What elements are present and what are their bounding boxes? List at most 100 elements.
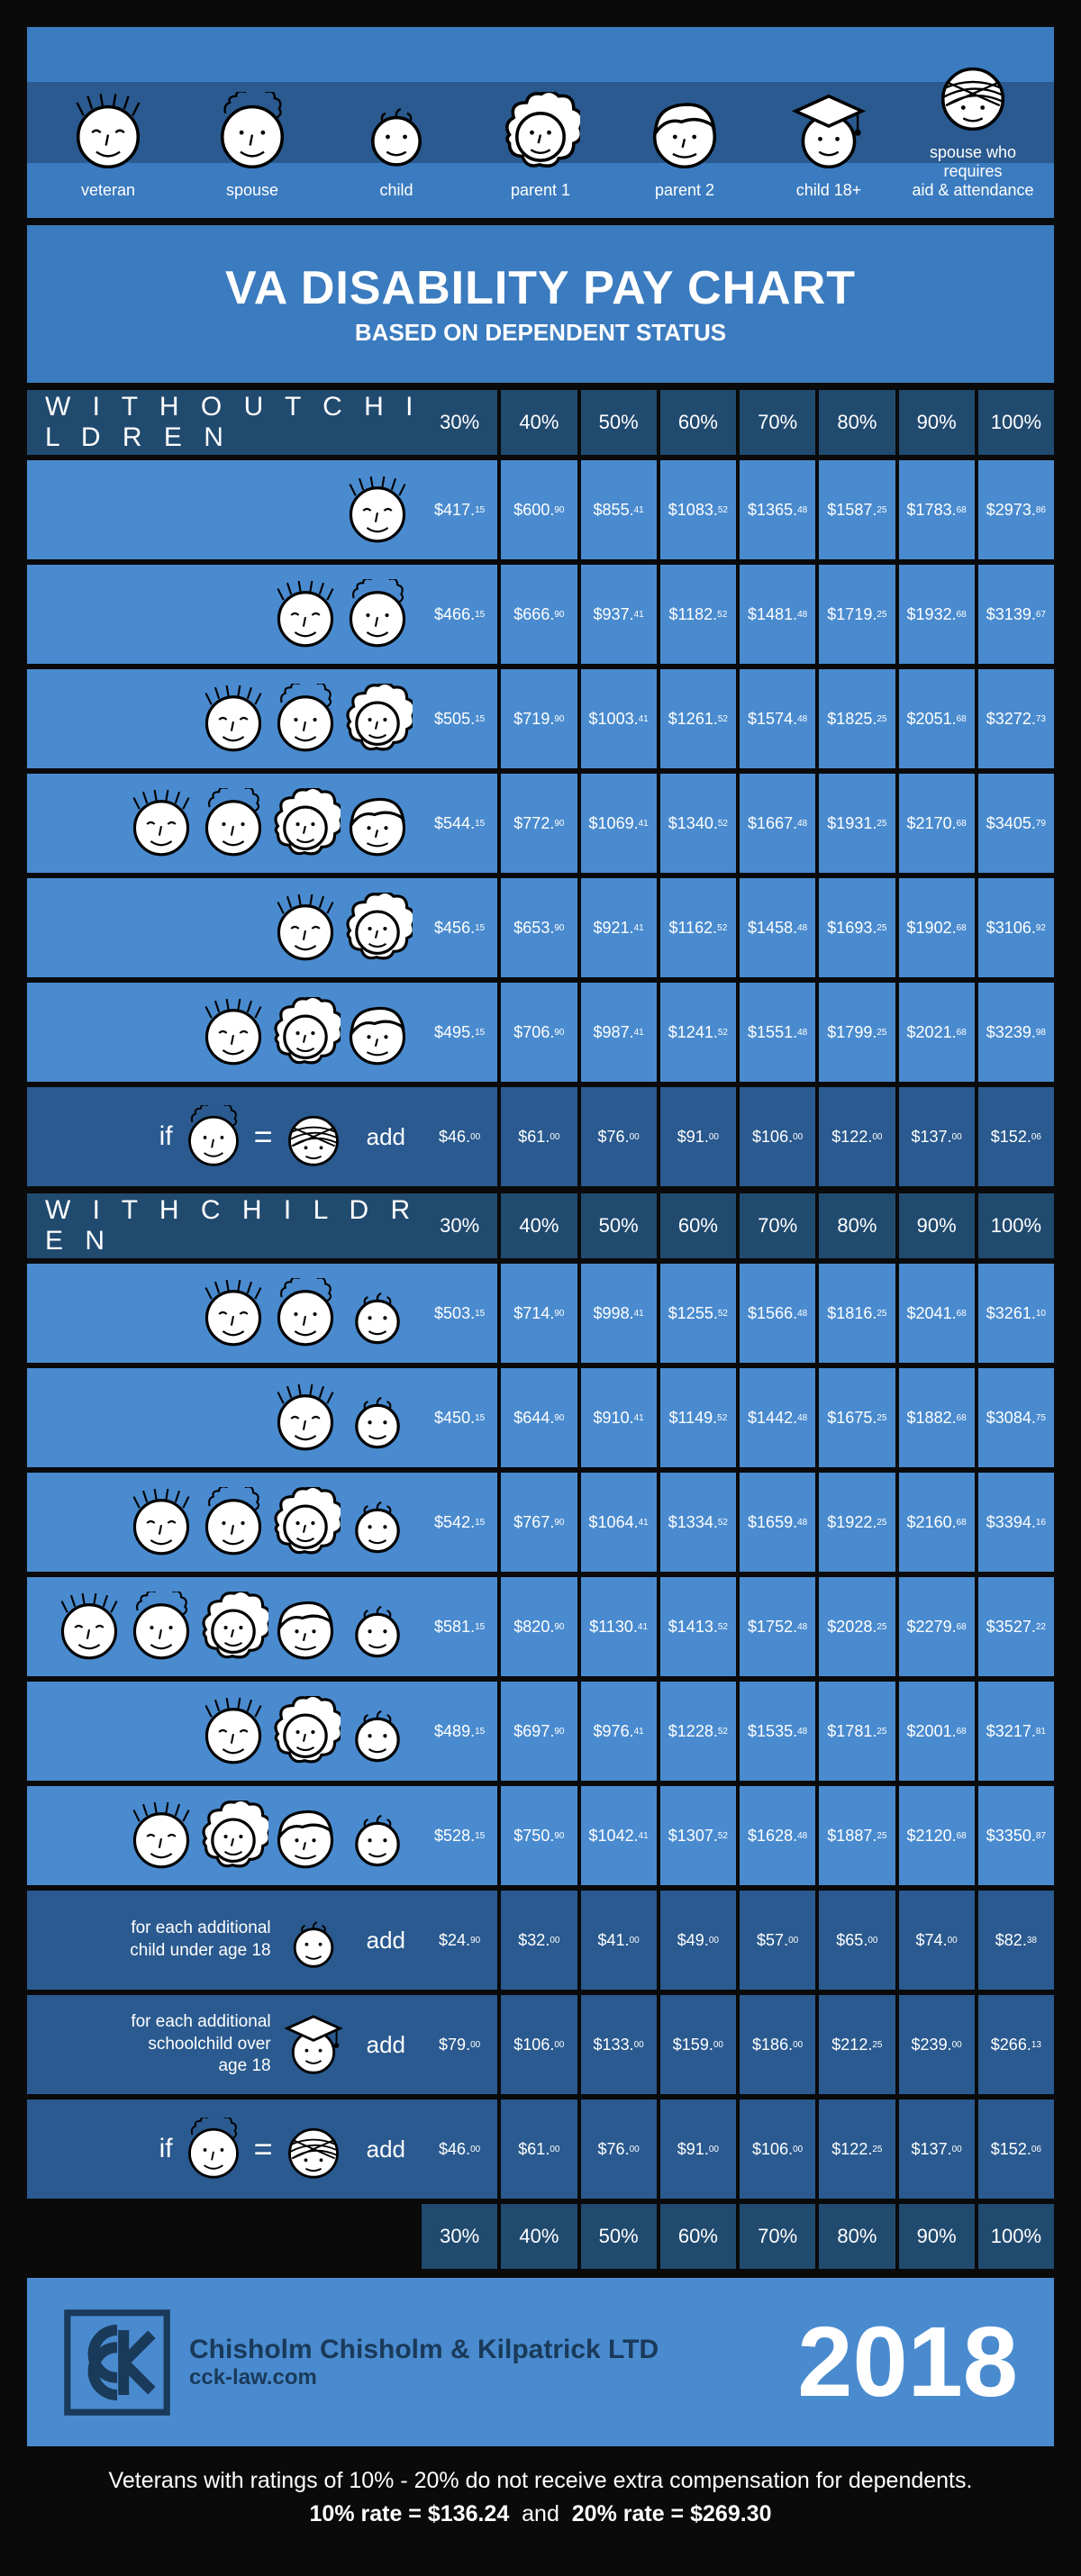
row-icons	[27, 1264, 422, 1363]
cond-row: for each additionalchild under age 18add…	[27, 1891, 1054, 1990]
pct-header-cell: 100%	[978, 1193, 1054, 1258]
val-cell: $2021.68	[899, 983, 975, 1082]
legend-item: parent 1	[468, 92, 613, 200]
data-rows: $503.15$714.90$998.41$1255.52$1566.48$18…	[27, 1264, 1054, 2199]
cond-row: if=add$46.00$61.00$76.00$91.00$106.00$12…	[27, 1087, 1054, 1186]
child-icon	[342, 1800, 413, 1871]
val-cell: $1887.25	[819, 1786, 895, 1885]
spouse_aid-icon	[933, 54, 1013, 133]
val-cell: $46.00	[422, 2100, 497, 2199]
val-cell: $61.00	[501, 1087, 577, 1186]
row-values: $46.00$61.00$76.00$91.00$106.00$122.00$1…	[422, 1087, 1054, 1186]
val-cell: $2120.68	[899, 1786, 975, 1885]
val-cell: $542.15	[422, 1473, 497, 1572]
val-cell: $122.00	[819, 1087, 895, 1186]
val-cell: $1693.25	[819, 878, 895, 977]
data-row: $505.15$719.90$1003.41$1261.52$1574.48$1…	[27, 669, 1054, 768]
row-icons	[27, 1786, 422, 1885]
val-cell: $910.41	[581, 1368, 657, 1467]
val-cell: $1442.48	[740, 1368, 815, 1467]
main-title: VA DISABILITY PAY CHART	[45, 261, 1036, 315]
legend-label: parent 2	[613, 181, 757, 200]
data-row: $495.15$706.90$987.41$1241.52$1551.48$17…	[27, 983, 1054, 1082]
val-cell: $2001.68	[899, 1682, 975, 1781]
val-cell: $1932.68	[899, 565, 975, 664]
child-icon	[342, 1278, 413, 1348]
val-cell: $91.00	[660, 1087, 736, 1186]
pct-header-cell: 60%	[660, 1193, 736, 1258]
legend-item: child	[324, 92, 468, 200]
val-cell: $1340.52	[660, 774, 736, 873]
spouse-icon	[126, 1592, 196, 1662]
row-values: $544.15$772.90$1069.41$1340.52$1667.48$1…	[422, 774, 1054, 873]
val-cell: $1083.52	[660, 460, 736, 559]
val-cell: $1064.41	[581, 1473, 657, 1572]
val-cell: $1241.52	[660, 983, 736, 1082]
val-cell: $1481.48	[740, 565, 815, 664]
val-cell: $1931.25	[819, 774, 895, 873]
val-cell: $3350.87	[978, 1786, 1054, 1885]
val-cell: $1261.52	[660, 669, 736, 768]
val-cell: $976.41	[581, 1682, 657, 1781]
val-cell: $528.15	[422, 1786, 497, 1885]
val-cell: $581.15	[422, 1577, 497, 1676]
row-icons	[27, 1682, 422, 1781]
val-cell: $2279.68	[899, 1577, 975, 1676]
val-cell: $1882.68	[899, 1368, 975, 1467]
val-cell: $1334.52	[660, 1473, 736, 1572]
val-cell: $1566.48	[740, 1264, 815, 1363]
row-values: $505.15$719.90$1003.41$1261.52$1574.48$1…	[422, 669, 1054, 768]
pct-header-cell: 30%	[422, 2204, 497, 2269]
val-cell: $750.90	[501, 1786, 577, 1885]
cond-text: for each additionalchild under age 18	[130, 1918, 270, 1962]
child-icon	[342, 1696, 413, 1766]
title-block: VA DISABILITY PAY CHART BASED ON DEPENDE…	[27, 225, 1054, 383]
legend-label: spouse who requiresaid & attendance	[901, 143, 1045, 200]
bottom-note: Veterans with ratings of 10% - 20% do no…	[27, 2446, 1054, 2549]
legend-item: spouse	[180, 92, 324, 200]
parent1-icon	[270, 788, 341, 858]
val-cell: $24.90	[422, 1891, 497, 1990]
val-cell: $1628.48	[740, 1786, 815, 1885]
section-header: W I T H C H I L D R E N 30%40%50%60%70%8…	[27, 1193, 1054, 1258]
val-cell: $159.00	[660, 1995, 736, 2094]
child-icon	[342, 1383, 413, 1453]
val-cell: $466.15	[422, 565, 497, 664]
row-values: $542.15$767.90$1064.41$1334.52$1659.48$1…	[422, 1473, 1054, 1572]
row-icons: if=add	[27, 1087, 422, 1186]
legend-label: child	[324, 181, 468, 200]
pct-header-cell: 40%	[501, 1193, 577, 1258]
val-cell: $3084.75	[978, 1368, 1054, 1467]
val-cell: $3527.22	[978, 1577, 1054, 1676]
data-row: $503.15$714.90$998.41$1255.52$1566.48$18…	[27, 1264, 1054, 1363]
bottom-pct-row: 30%40%50%60%70%80%90%100%	[27, 2204, 1054, 2269]
val-cell: $3394.16	[978, 1473, 1054, 1572]
val-cell: $266.13	[978, 1995, 1054, 2094]
parent2-icon	[645, 92, 724, 171]
veteran-icon	[270, 893, 341, 963]
row-values: $24.90$32.00$41.00$49.00$57.00$65.00$74.…	[422, 1891, 1054, 1990]
pct-header-cell: 80%	[819, 1193, 895, 1258]
val-cell: $57.00	[740, 1891, 815, 1990]
veteran-icon	[126, 788, 196, 858]
val-cell: $3217.81	[978, 1682, 1054, 1781]
val-cell: $1003.41	[581, 669, 657, 768]
row-icons	[27, 565, 422, 664]
val-cell: $1574.48	[740, 669, 815, 768]
row-icons: if=add	[27, 2100, 422, 2199]
spouse_aid-icon	[282, 2118, 345, 2181]
data-row: $450.15$644.90$910.41$1149.52$1442.48$16…	[27, 1368, 1054, 1467]
legend-label: child 18+	[757, 181, 901, 200]
child-icon	[342, 1592, 413, 1662]
data-row: $544.15$772.90$1069.41$1340.52$1667.48$1…	[27, 774, 1054, 873]
val-cell: $2028.25	[819, 1577, 895, 1676]
val-cell: $32.00	[501, 1891, 577, 1990]
eq-icon: =	[254, 1118, 273, 1156]
parent2-icon	[342, 997, 413, 1067]
veteran-icon	[198, 1696, 268, 1766]
val-cell: $212.25	[819, 1995, 895, 2094]
veteran-icon	[68, 92, 148, 171]
val-cell: $644.90	[501, 1368, 577, 1467]
parent1-icon	[270, 1487, 341, 1557]
parent2-icon	[270, 1800, 341, 1871]
